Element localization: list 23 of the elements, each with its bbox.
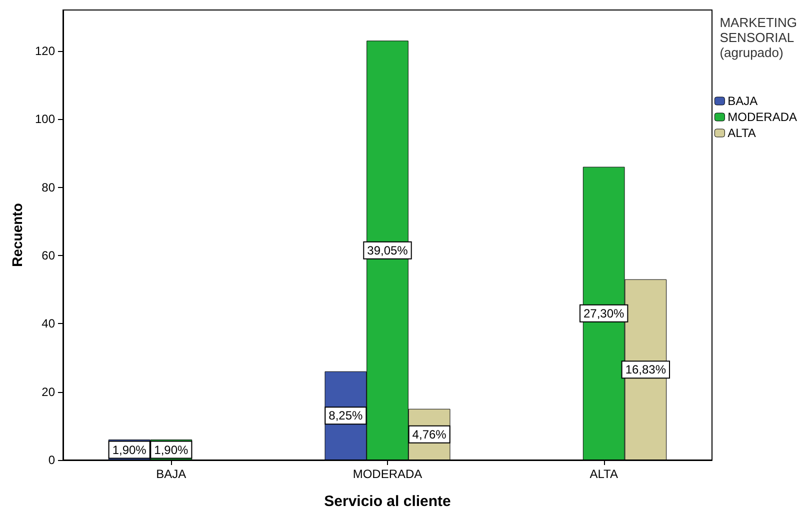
annotation: 8,25% xyxy=(328,408,364,423)
x-tick-label: MODERADA xyxy=(352,467,422,481)
y-tick-label: 120 xyxy=(34,44,56,58)
annotation: 4,76% xyxy=(412,427,447,442)
annotation: 1,90% xyxy=(112,442,147,457)
legend-label: MODERADA xyxy=(728,110,798,124)
x-tick-label: BAJA xyxy=(156,467,186,481)
legend-label: BAJA xyxy=(728,94,758,108)
legend-title: MARKETING SENSORIAL (agrupado) xyxy=(720,15,798,60)
annotation: 39,05% xyxy=(367,243,408,258)
y-tick-label: 40 xyxy=(42,316,56,331)
annotation: 16,83% xyxy=(625,362,666,377)
x-axis-title: Servicio al cliente xyxy=(324,493,451,510)
y-tick-label: 0 xyxy=(48,453,56,467)
y-tick-label: 100 xyxy=(34,112,56,126)
y-tick-label: 80 xyxy=(42,180,56,194)
legend-label: ALTA xyxy=(728,126,756,140)
y-axis-title: Recuento xyxy=(9,203,26,267)
y-tick-label: 60 xyxy=(42,248,56,262)
annotation: 27,30% xyxy=(583,306,625,320)
x-tick-label: ALTA xyxy=(590,467,618,481)
annotation: 1,90% xyxy=(154,442,189,457)
y-tick-label: 20 xyxy=(42,384,56,399)
